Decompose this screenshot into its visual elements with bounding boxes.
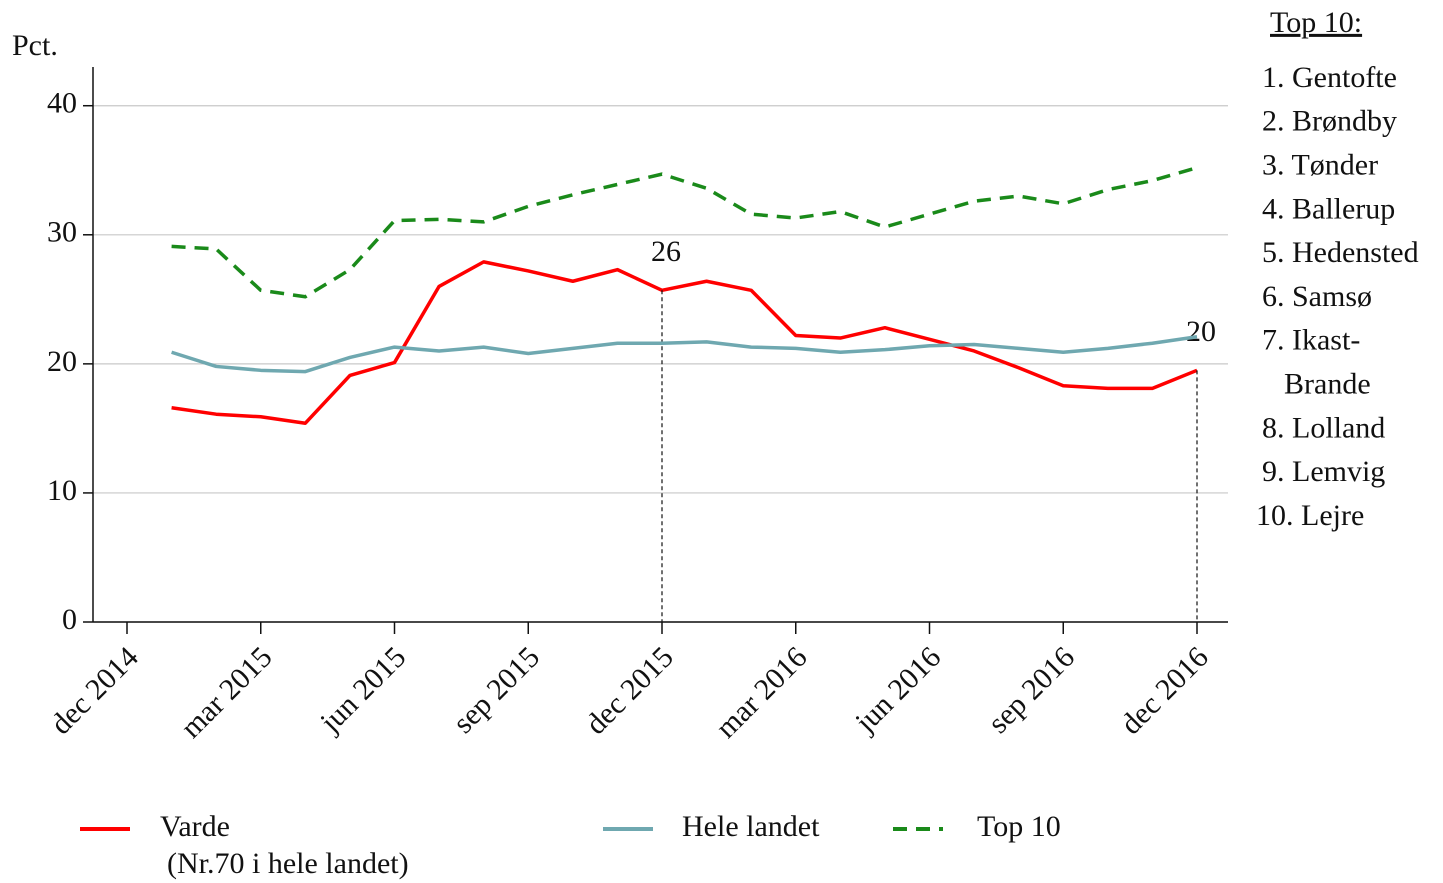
y-axis-label: Pct.	[12, 29, 58, 62]
side-list-item: 2. Brøndby	[1262, 105, 1397, 138]
side-list-item: 6. Samsø	[1262, 280, 1372, 313]
side-list-item: 7. Ikast-	[1262, 324, 1360, 357]
x-tick-label: sep 2015	[447, 640, 546, 739]
y-tick-label: 40	[47, 87, 77, 120]
side-list-item: 3. Tønder	[1262, 148, 1378, 181]
y-tick-label: 20	[47, 345, 77, 378]
y-tick-label: 10	[47, 474, 77, 507]
side-list-item: Brande	[1284, 367, 1371, 400]
value-label: 20	[1186, 315, 1216, 348]
side-list-item: 5. Hedensted	[1262, 236, 1419, 269]
legend-label: Top 10	[977, 810, 1061, 843]
x-tick-label: dec 2016	[1114, 640, 1215, 741]
side-list-item: 4. Ballerup	[1262, 192, 1395, 225]
legend-note: (Nr.70 i hele landet)	[167, 847, 409, 880]
side-list-item: 8. Lolland	[1262, 411, 1385, 444]
side-list-item: 1. Gentofte	[1262, 61, 1397, 94]
line-series	[171, 165, 1198, 299]
x-tick-label: jun 2015	[313, 640, 412, 739]
side-list-item: 10. Lejre	[1256, 499, 1364, 532]
legend-label: Hele landet	[682, 810, 820, 843]
x-tick-label: sep 2016	[982, 640, 1081, 739]
y-tick-label: 30	[47, 216, 77, 249]
legend-label: Varde	[160, 810, 230, 843]
value-label: 26	[651, 235, 681, 268]
y-tick-label: 0	[62, 603, 77, 636]
x-tick-label: dec 2014	[44, 640, 145, 741]
line-series	[171, 260, 1198, 425]
side-list-item: 9. Lemvig	[1262, 455, 1385, 488]
side-list-title: Top 10:	[1270, 6, 1362, 39]
x-tick-label: jun 2016	[848, 640, 947, 739]
x-tick-label: dec 2015	[579, 640, 680, 741]
line-series	[171, 335, 1198, 374]
x-tick-label: mar 2015	[175, 640, 279, 744]
x-tick-label: mar 2016	[710, 640, 814, 744]
